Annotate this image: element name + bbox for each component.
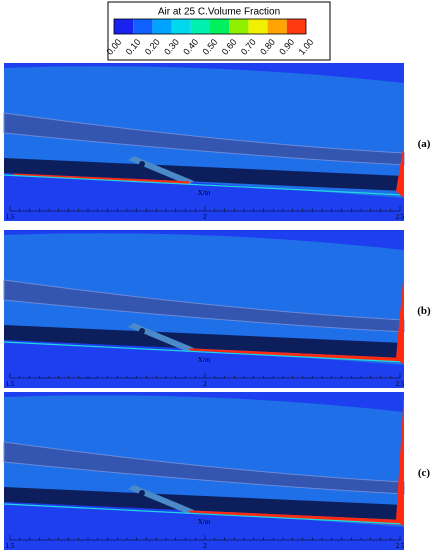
axis-tick-label: 2.5 <box>396 380 405 388</box>
colorbar-swatch <box>248 19 268 34</box>
axis-label: X/m <box>198 189 211 197</box>
colorbar-swatch <box>171 19 191 34</box>
spray-wedge <box>396 143 404 198</box>
cfd-panel: X/m 1.5 2 2.5 <box>3 63 405 221</box>
axis-tick-label: 2 <box>203 542 207 550</box>
colorbar-swatch <box>267 19 287 34</box>
cfd-panel: X/m 1.5 2 2.5 <box>3 392 405 550</box>
axis-tick-label: 1.5 <box>6 213 15 221</box>
colorbar-swatch <box>114 19 134 34</box>
axis-tick-label: 2.5 <box>396 542 405 550</box>
colorbar-swatch <box>190 19 210 34</box>
colorbar-swatch <box>286 19 306 34</box>
hull-bottom <box>4 158 404 191</box>
strut-joint <box>139 328 145 334</box>
water-line <box>3 503 405 525</box>
hull-bottom <box>4 487 404 520</box>
water-line <box>3 341 405 363</box>
spray-wedge <box>396 392 404 527</box>
panel-label: (a) <box>418 138 431 150</box>
colorbar-title: Air at 25 C.Volume Fraction <box>158 7 280 18</box>
strut-joint <box>139 161 145 167</box>
cfd-panel: X/m 1.5 2 2.5 <box>3 230 405 388</box>
colorbar-frame <box>113 18 307 35</box>
colorbar-swatch <box>229 19 249 34</box>
axis-tick-label: 2 <box>203 380 207 388</box>
colorbar-swatch <box>210 19 230 34</box>
axis-label: X/m <box>198 356 211 364</box>
panel-label: (b) <box>417 305 431 317</box>
hull-bottom <box>4 325 404 358</box>
axis-tick-label: 1.5 <box>6 542 15 550</box>
axis-label: X/m <box>198 518 211 526</box>
axis-tick-label: 2 <box>203 213 207 221</box>
colorbar-swatch <box>133 19 153 34</box>
spray-wedge <box>396 270 404 365</box>
axis-tick-label: 2.5 <box>396 213 405 221</box>
air-layer <box>189 348 399 362</box>
axis-tick-label: 1.5 <box>6 380 15 388</box>
water-line <box>3 174 405 196</box>
colorbar-swatch <box>152 19 172 34</box>
panel-label: (c) <box>418 467 431 479</box>
strut-joint <box>139 490 145 496</box>
